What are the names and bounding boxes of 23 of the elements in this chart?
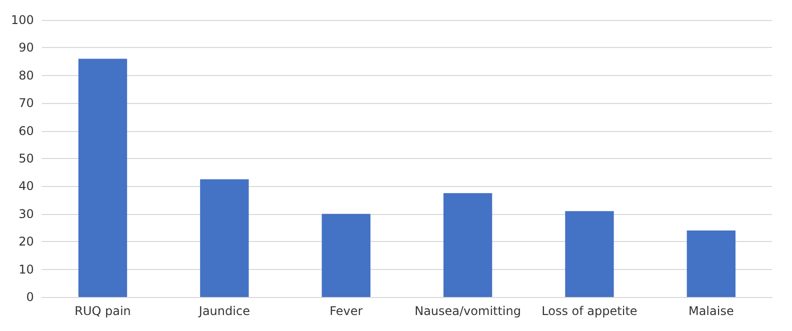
x-tick-label: Nausea/vomitting (414, 304, 521, 318)
y-tick-label: 90 (18, 40, 34, 55)
x-tick-label: Fever (330, 304, 363, 318)
y-tick-label: 40 (18, 179, 34, 194)
bar (322, 214, 370, 297)
bar (78, 58, 128, 297)
y-tick-label: 0 (26, 290, 34, 304)
x-tick-label: Jaundice (198, 304, 250, 318)
bar (565, 211, 614, 297)
y-tick-label: 50 (18, 152, 34, 166)
y-tick-label: 60 (18, 124, 34, 138)
y-tick-label: 70 (18, 96, 34, 110)
y-tick-label: 30 (18, 206, 34, 221)
y-tick-label: 20 (18, 234, 34, 249)
y-tick-label: 100 (11, 13, 34, 27)
y-tick-label: 80 (18, 68, 34, 82)
x-tick-label: Malaise (688, 304, 734, 318)
x-tick-label: Loss of appetite (542, 304, 638, 318)
x-tick-label: RUQ pain (74, 304, 131, 318)
bar (200, 179, 249, 297)
y-tick-label: 10 (18, 262, 34, 276)
bar (686, 230, 736, 297)
bar (443, 193, 492, 297)
